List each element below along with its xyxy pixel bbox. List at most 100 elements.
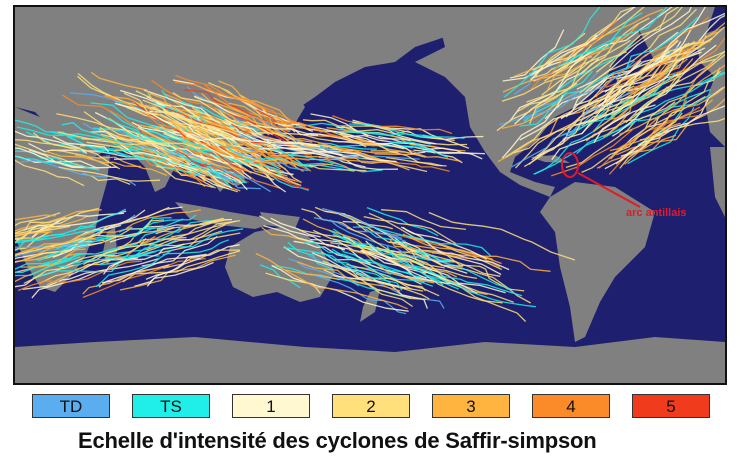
cyclone-track	[581, 115, 660, 173]
cyclone-track	[565, 120, 636, 169]
cyclone-track	[213, 146, 310, 190]
cyclone-track	[174, 81, 307, 128]
cyclone-track	[602, 51, 702, 138]
cyclone-track	[336, 126, 411, 142]
cyclone-track	[532, 38, 597, 71]
cyclone-track	[543, 7, 637, 82]
cyclone-track	[82, 257, 206, 299]
cyclone-track	[595, 16, 710, 98]
cyclone-track	[117, 219, 241, 249]
cyclone-track	[15, 256, 81, 277]
cyclone-track	[550, 129, 633, 177]
cyclone-track	[395, 135, 468, 146]
cyclone-track	[209, 153, 252, 180]
cyclone-track	[370, 150, 426, 158]
legend-cat4: 4	[532, 394, 610, 418]
cyclone-track	[146, 261, 214, 287]
cyclone-track	[365, 240, 427, 279]
cyclone-track	[386, 245, 444, 286]
cyclone-track	[238, 134, 364, 160]
cyclone-track	[317, 142, 377, 150]
cyclone-track	[18, 260, 143, 292]
cyclone-track	[323, 269, 413, 308]
cyclone-track	[170, 118, 217, 149]
cyclone-track	[633, 72, 725, 116]
cyclone-track	[232, 136, 343, 156]
cyclone-track	[99, 126, 147, 144]
cyclone-track	[389, 239, 470, 260]
cyclone-track	[16, 126, 112, 143]
cyclone-track	[15, 241, 103, 260]
cyclone-track	[348, 123, 438, 139]
cyclone-track	[151, 79, 262, 137]
cyclone-track	[163, 147, 247, 184]
cyclone-track	[149, 232, 241, 247]
cyclone-track	[15, 245, 55, 257]
cyclone-track	[270, 217, 321, 238]
cyclone-track	[358, 224, 457, 263]
cyclone-track	[331, 131, 447, 167]
cyclone-track	[132, 154, 201, 177]
cyclone-track	[641, 117, 725, 147]
cyclone-track	[564, 7, 645, 76]
cyclone-track	[52, 135, 110, 153]
cyclone-track	[72, 239, 177, 264]
cyclone-track	[50, 226, 175, 247]
cyclone-track	[412, 266, 523, 297]
cyclone-track	[256, 132, 342, 152]
cyclone-track	[250, 124, 319, 137]
cyclone-track	[505, 99, 600, 158]
cyclone-track	[15, 255, 48, 263]
world-cyclone-map	[13, 5, 727, 385]
cyclone-track	[513, 95, 634, 154]
indonesia	[175, 202, 277, 229]
cyclone-track	[579, 8, 697, 94]
cyclone-track	[114, 102, 239, 161]
legend-td: TD	[32, 394, 110, 418]
cyclone-track	[625, 16, 699, 70]
cyclone-track	[234, 151, 309, 172]
antarctica	[15, 337, 725, 383]
cyclone-track	[71, 237, 135, 265]
new-guinea	[260, 212, 300, 229]
cyclone-track	[615, 12, 725, 80]
cyclone-track	[15, 139, 78, 151]
cyclone-track	[523, 85, 635, 168]
cyclone-track	[214, 107, 270, 136]
west-africa	[710, 147, 725, 217]
cyclone-track	[96, 149, 201, 169]
cyclone-track	[102, 243, 185, 275]
cyclone-track	[20, 248, 86, 268]
cyclone-track	[302, 218, 364, 246]
legend-cat1: 1	[232, 394, 310, 418]
cyclone-track	[153, 106, 215, 136]
cyclone-track	[366, 206, 439, 237]
cyclone-track	[44, 239, 105, 260]
legend-cat5: 5	[632, 394, 710, 418]
cyclone-track	[367, 265, 434, 287]
cyclone-track	[553, 12, 643, 70]
cyclone-track	[162, 239, 230, 256]
cyclone-track	[272, 144, 359, 158]
cyclone-track	[86, 141, 167, 165]
cyclone-track	[653, 63, 713, 135]
cyclone-track	[314, 206, 367, 232]
legend-ts: TS	[132, 394, 210, 418]
cyclone-track	[531, 115, 583, 161]
cyclone-track	[501, 39, 631, 102]
cyclone-track	[82, 122, 183, 156]
cyclone-track	[259, 215, 371, 264]
arc-antillais-marker	[561, 152, 579, 178]
cyclone-track	[381, 209, 466, 231]
cyclone-track	[142, 99, 243, 137]
cyclone-track	[15, 216, 66, 234]
cyclone-track	[609, 7, 683, 68]
cyclone-track	[233, 157, 333, 167]
cyclone-track	[228, 102, 283, 138]
cyclone-track	[276, 121, 380, 146]
cyclone-track	[364, 227, 453, 263]
cyclone-track	[66, 135, 129, 158]
cyclone-track	[329, 219, 453, 267]
cyclone-track	[181, 150, 272, 193]
cyclone-track	[196, 125, 262, 157]
